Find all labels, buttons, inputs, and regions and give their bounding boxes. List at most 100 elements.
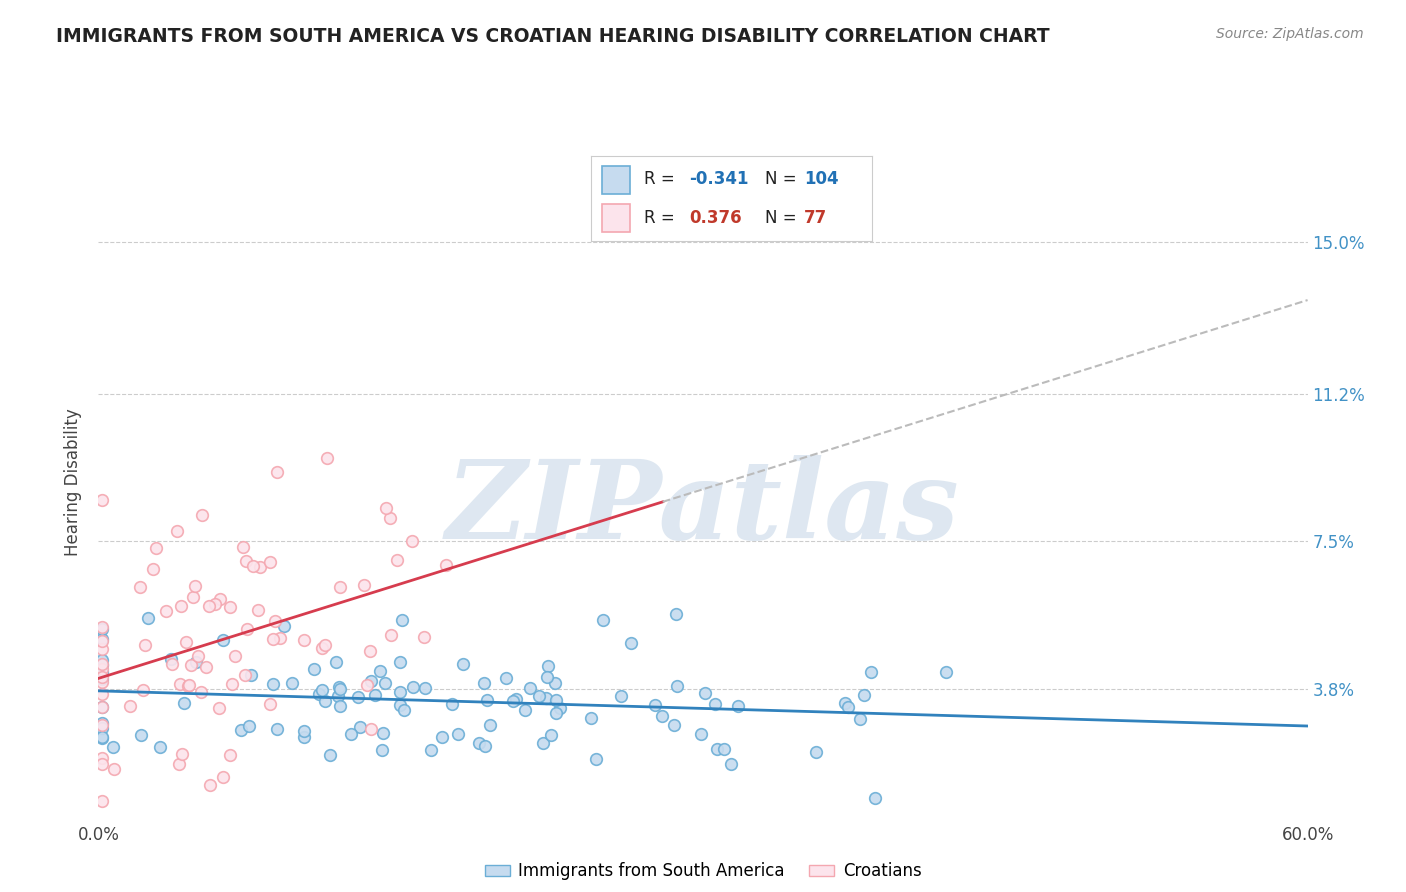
Point (374, 501, 396, 516)
Point (401, 533, 423, 548)
Point (368, 665, 391, 679)
Point (91, 718, 114, 732)
Point (91, 632, 114, 646)
Point (356, 678, 378, 692)
Point (329, 580, 352, 594)
Point (534, 691, 557, 706)
Point (319, 747, 342, 762)
Legend: Immigrants from South America, Croatians: Immigrants from South America, Croatians (478, 855, 928, 887)
Point (388, 685, 411, 699)
Text: IMMIGRANTS FROM SOUTH AMERICA VS CROATIAN HEARING DISABILITY CORRELATION CHART: IMMIGRANTS FROM SOUTH AMERICA VS CROATIA… (56, 27, 1050, 45)
Point (432, 731, 454, 745)
Point (212, 633, 235, 648)
Point (91, 721, 114, 735)
Text: 104: 104 (804, 170, 839, 188)
Text: 0.376: 0.376 (689, 209, 741, 227)
Point (505, 692, 527, 706)
Point (198, 599, 221, 614)
Point (364, 688, 387, 702)
Point (149, 740, 172, 755)
Point (412, 630, 434, 644)
Point (475, 693, 498, 707)
Point (273, 619, 295, 633)
Point (103, 740, 125, 755)
Point (374, 676, 396, 690)
Point (610, 689, 633, 703)
Point (160, 652, 183, 666)
Point (665, 679, 688, 693)
Point (236, 622, 259, 636)
Point (198, 778, 221, 792)
Point (360, 673, 382, 688)
Point (495, 671, 517, 685)
Point (392, 703, 415, 717)
Point (651, 709, 673, 723)
Point (328, 681, 350, 695)
Point (184, 579, 207, 593)
Point (174, 635, 197, 649)
Point (232, 540, 254, 554)
Point (544, 692, 567, 706)
Point (132, 682, 155, 697)
Text: R =: R = (644, 170, 681, 188)
Point (468, 736, 491, 750)
Point (540, 728, 562, 742)
Point (91, 657, 114, 671)
Point (91, 699, 114, 714)
Point (269, 631, 291, 645)
Point (727, 699, 749, 714)
Point (581, 711, 603, 725)
Point (91, 658, 114, 673)
Point (136, 610, 159, 624)
Point (91, 687, 114, 701)
Point (302, 662, 325, 676)
Point (219, 747, 242, 762)
Point (177, 679, 200, 693)
Point (235, 554, 257, 568)
Point (91, 715, 114, 730)
Point (259, 555, 281, 569)
Point (620, 636, 643, 650)
Point (706, 742, 728, 756)
Point (281, 676, 304, 690)
Point (665, 607, 688, 622)
Point (91, 731, 114, 745)
Point (513, 703, 536, 717)
Point (544, 706, 567, 720)
Point (91, 665, 114, 680)
Point (134, 638, 156, 652)
Point (246, 603, 269, 617)
Point (91, 623, 114, 637)
Point (359, 644, 381, 658)
Point (340, 727, 363, 741)
Point (91, 492, 114, 507)
Point (169, 677, 191, 691)
Point (519, 681, 541, 695)
Point (181, 591, 204, 605)
Point (224, 648, 246, 663)
Point (371, 743, 394, 757)
Point (806, 745, 828, 759)
Point (446, 727, 468, 741)
Point (173, 696, 195, 710)
Point (177, 678, 200, 692)
Text: -0.341: -0.341 (689, 170, 748, 188)
Point (190, 685, 212, 699)
Point (91, 662, 114, 676)
Point (502, 694, 524, 708)
Point (314, 638, 336, 652)
Point (266, 466, 288, 480)
Point (162, 657, 184, 672)
Point (863, 791, 886, 805)
Point (935, 665, 957, 679)
Point (391, 613, 413, 627)
Point (91, 731, 114, 746)
Point (184, 655, 207, 669)
Y-axis label: Hearing Disability: Hearing Disability (65, 408, 83, 556)
Point (311, 640, 333, 655)
Point (378, 510, 401, 524)
Point (218, 599, 240, 614)
Point (347, 690, 370, 705)
Point (853, 688, 876, 702)
Text: N =: N = (765, 170, 801, 188)
